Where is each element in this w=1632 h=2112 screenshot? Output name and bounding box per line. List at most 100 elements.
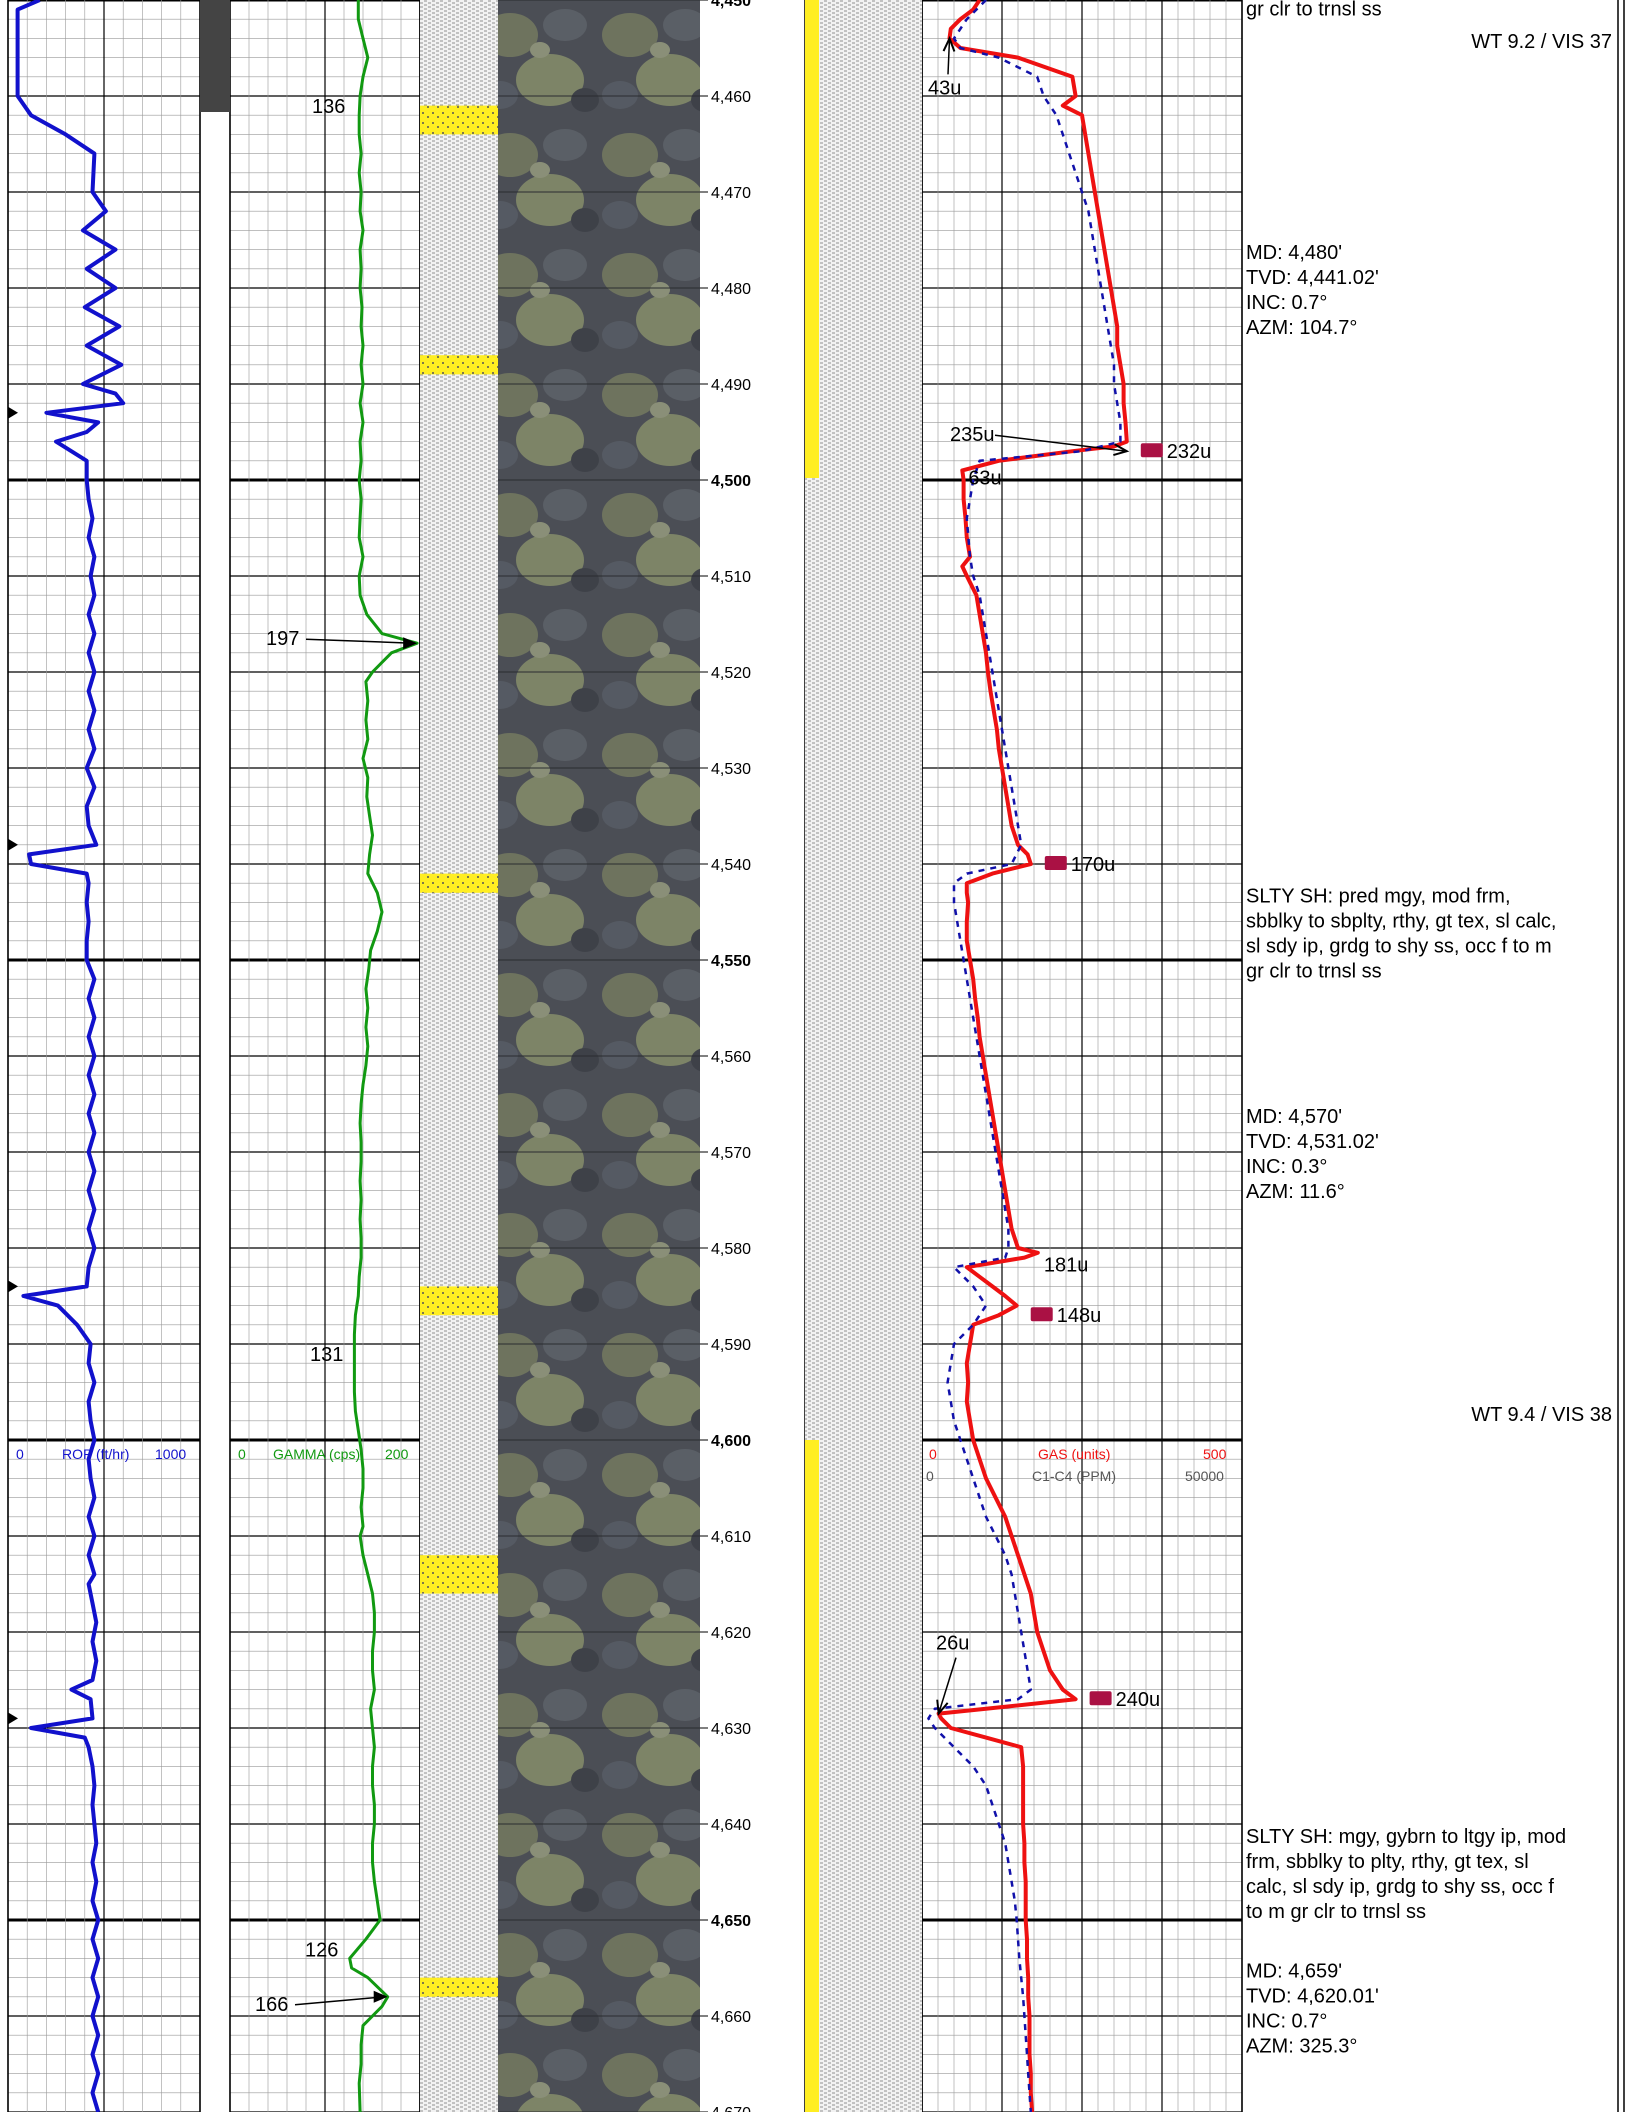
depth-label: 4,580 xyxy=(711,1241,751,1258)
depth-label: 4,480 xyxy=(711,281,751,298)
event-marker xyxy=(8,406,18,419)
depth-label: 4,500 xyxy=(711,473,751,490)
remark-line: gr clr to trnsl ss xyxy=(1246,960,1382,982)
remark-line: AZM: 11.6° xyxy=(1246,1181,1345,1203)
gas-annotation-arrowhead xyxy=(1113,443,1130,457)
depth-label: 4,470 xyxy=(711,185,751,202)
depth-label: 4,610 xyxy=(711,1529,751,1546)
remark-line: SLTY SH: pred mgy, mod frm, xyxy=(1246,885,1511,907)
gamma-annotation-label: 197 xyxy=(266,628,299,650)
remark-line: calc, sl sdy ip, grdg to shy ss, occ f xyxy=(1246,1876,1554,1898)
gas-annotation-arrow xyxy=(937,1657,957,1714)
depth-label: 4,600 xyxy=(711,1433,751,1450)
gas-annotation-label: 148u xyxy=(1057,1305,1102,1327)
c1c4-max-label: 50000 xyxy=(1185,1468,1224,1484)
gas-annotation-arrow xyxy=(994,434,1127,452)
gamma-annotation-label: 136 xyxy=(312,96,345,118)
gas-min-label: 0 xyxy=(929,1446,937,1462)
gas-annotation-badge xyxy=(1089,1691,1112,1706)
depth-label: 4,630 xyxy=(711,1721,751,1738)
gas-annotation-arrow xyxy=(947,38,951,75)
remark-line: INC: 0.3° xyxy=(1246,1156,1327,1178)
remark-line: INC: 0.7° xyxy=(1246,2011,1327,2033)
gas-annotation-label: 26u xyxy=(936,1633,969,1655)
gamma-annotation-label: 126 xyxy=(305,1939,338,1961)
track-headers: 0 ROP (ft/hr) 1000 0 GAMMA (cps) 200 0 G… xyxy=(16,1446,1227,1484)
gas-max-label: 500 xyxy=(1203,1446,1227,1462)
gas-annotation-badge xyxy=(1030,1307,1053,1322)
depth-label: 4,510 xyxy=(711,569,751,586)
gas-annotation-label: 181u xyxy=(1044,1255,1089,1277)
lithology-remarks: sl sdy ip, grdg to shy ss, occ f to m gr … xyxy=(1246,0,1612,2058)
gas-annotation-label: 240u xyxy=(1116,1689,1161,1711)
depth-label: 4,620 xyxy=(711,1625,751,1642)
gamma-annotation-label: 131 xyxy=(310,1344,343,1366)
bit-bar xyxy=(200,0,230,112)
gamma-annotation-arrow xyxy=(294,1996,384,2006)
c1c4-axis-label: C1-C4 (PPM) xyxy=(1032,1468,1116,1484)
sand-interval xyxy=(420,355,498,375)
gas-annotation-badge xyxy=(1140,443,1163,458)
remark-line: TVD: 4,620.01' xyxy=(1246,1986,1379,2008)
depth-label: 4,450 xyxy=(711,0,751,10)
remark-line: to m gr clr to trnsl ss xyxy=(1246,1901,1426,1923)
depth-label: 4,550 xyxy=(711,953,751,970)
gas-axis-label: GAS (units) xyxy=(1038,1446,1110,1462)
remark-line: INC: 0.7° xyxy=(1246,292,1327,314)
remark-line: TVD: 4,441.02' xyxy=(1246,267,1379,289)
rop-axis-label: ROP (ft/hr) xyxy=(62,1446,129,1462)
remark-line: frm, sbblky to plty, rthy, gt tex, sl xyxy=(1246,1851,1529,1873)
remark-line: MD: 4,570' xyxy=(1246,1106,1342,1128)
gas-annotation-label: 232u xyxy=(1167,441,1212,463)
depth-label: 4,540 xyxy=(711,857,751,874)
gas-annotation-label: 63u xyxy=(968,467,1001,489)
depth-label: 4,640 xyxy=(711,1817,751,1834)
event-marker xyxy=(8,838,18,851)
sand-strip-top xyxy=(805,0,819,478)
remark-line: sl sdy ip, grdg to shy ss, occ f to m xyxy=(1246,935,1552,957)
gas-annotation-badge xyxy=(1044,856,1067,870)
gas-annotation-label: 235u xyxy=(950,424,995,446)
event-marker xyxy=(8,1280,18,1293)
gas-annotation-label: 43u xyxy=(928,77,961,99)
gamma-annotation-arrowhead xyxy=(403,637,418,650)
remark-line: MD: 4,480' xyxy=(1246,242,1342,264)
track-fills xyxy=(200,0,922,2112)
remark-line: MD: 4,659' xyxy=(1246,1961,1342,1983)
gamma-annotation-label: 166 xyxy=(255,1994,288,2016)
depth-label: 4,560 xyxy=(711,1049,751,1066)
curves xyxy=(15,0,1129,2112)
remark-line: TVD: 4,531.02' xyxy=(1246,1131,1379,1153)
depth-label: 4,660 xyxy=(711,2009,751,2026)
gas-annotation-label: 170u xyxy=(1071,854,1116,876)
depth-label: 4,460 xyxy=(711,89,751,106)
depth-label: 4,530 xyxy=(711,761,751,778)
remark-line: AZM: 104.7° xyxy=(1246,317,1357,339)
sand-interval xyxy=(420,1977,498,1997)
depth-label: 4,590 xyxy=(711,1337,751,1354)
sand-strip-bottom xyxy=(805,1440,819,2112)
remark-line: gr clr to trnsl ss xyxy=(1246,0,1382,20)
c1c4-min-label: 0 xyxy=(926,1468,934,1484)
gamma-min-label: 0 xyxy=(238,1446,246,1462)
gas-curve xyxy=(936,0,1129,2112)
sand-interval xyxy=(420,105,498,135)
remark-line: sbblky to sbplty, rthy, gt tex, sl calc, xyxy=(1246,910,1556,932)
gamma-max-label: 200 xyxy=(385,1446,409,1462)
sand-interval xyxy=(420,1555,498,1594)
gamma-curve xyxy=(348,0,419,2112)
gamma-annotation-arrow xyxy=(305,638,414,644)
rop-curve xyxy=(15,0,126,2112)
event-marker xyxy=(8,1712,18,1725)
c1c4-curve xyxy=(927,0,1122,2112)
sand-interval xyxy=(420,873,498,893)
depth-label: 4,520 xyxy=(711,665,751,682)
rop-max-label: 1000 xyxy=(155,1446,186,1462)
gamma-axis-label: GAMMA (cps) xyxy=(273,1446,360,1462)
depth-label: 4,670 xyxy=(711,2105,751,2112)
gamma-annotation-arrowhead xyxy=(373,1990,388,2003)
grid: 4,450 4,460 4,470 4,480 4,490 4,500 4,510 4,520… xyxy=(7,0,1625,2112)
gas-annotation-arrowhead xyxy=(936,1699,949,1717)
rop-min-label: 0 xyxy=(16,1446,24,1462)
